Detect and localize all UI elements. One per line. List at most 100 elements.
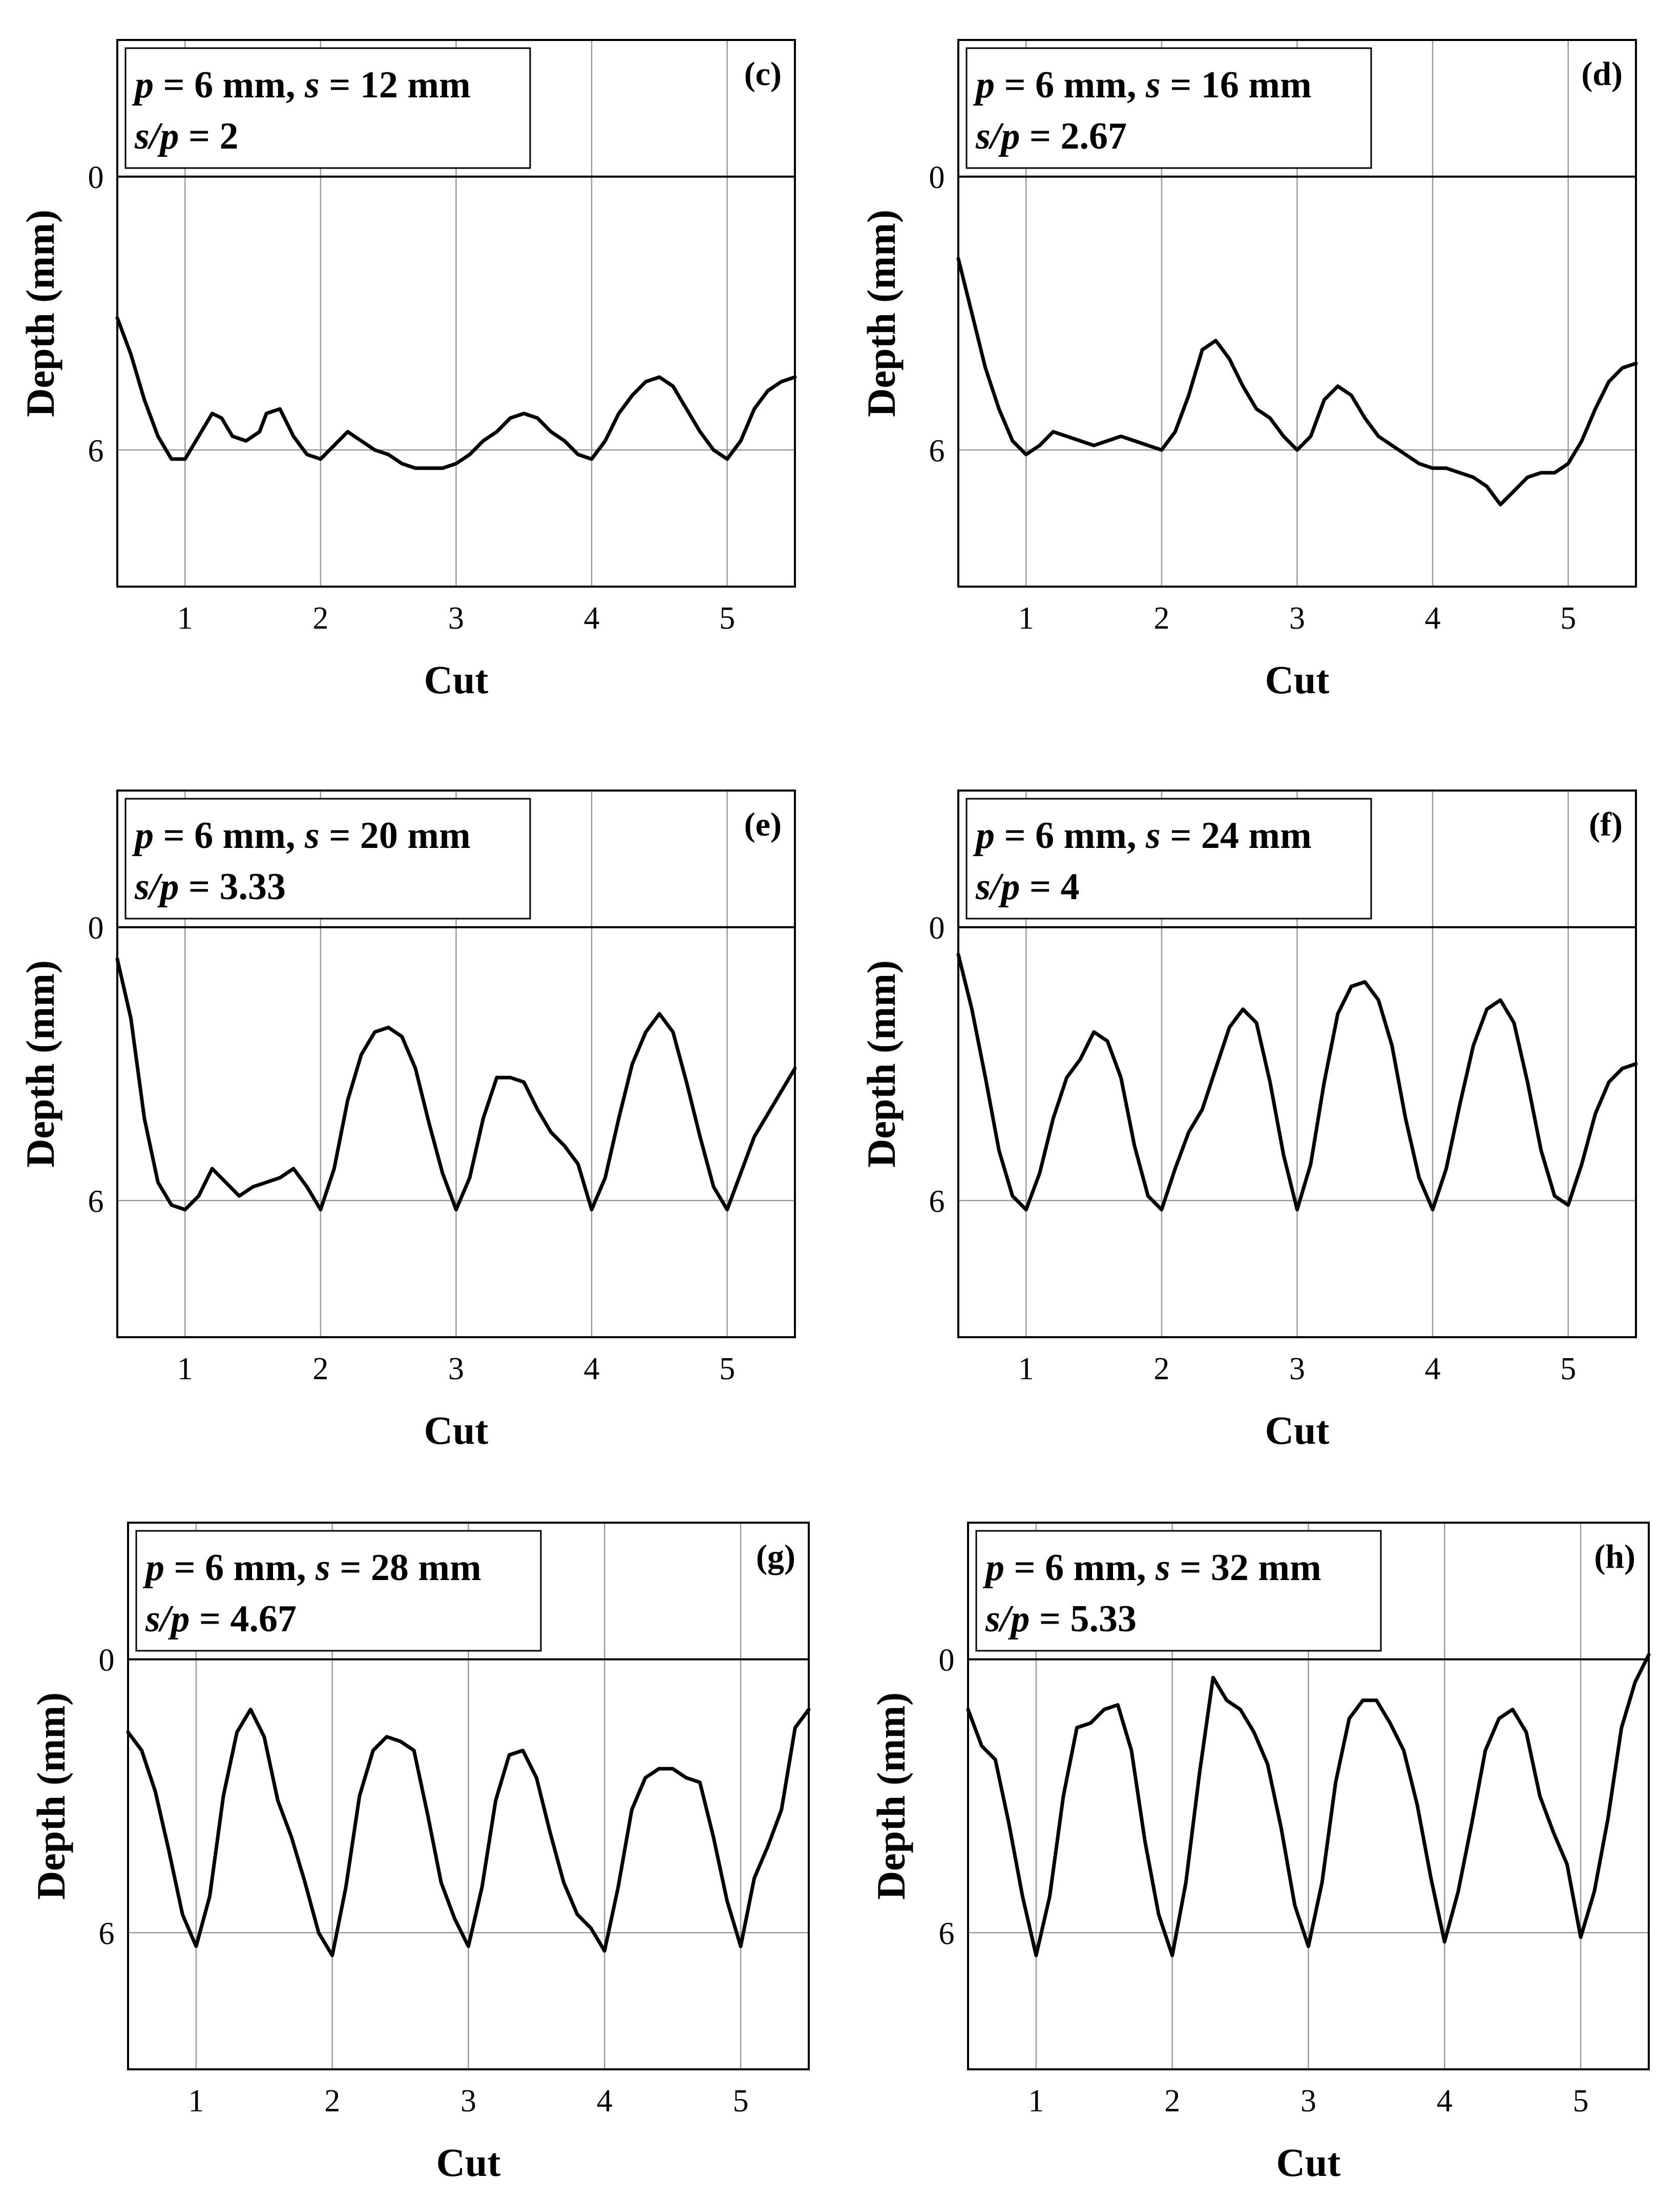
x-tick-label: 4	[1437, 2084, 1453, 2119]
y-tick-label: 0	[88, 160, 104, 195]
y-tick-label: 6	[929, 433, 945, 468]
ratio-symbol: s/p	[975, 866, 1020, 908]
pitch-symbol: p	[973, 64, 995, 106]
ratio-symbol: s/p	[134, 866, 179, 908]
x-axis-title: Cut	[1276, 2140, 1341, 2185]
spacing-value: = 20 mm	[320, 815, 471, 857]
x-tick-label: 5	[1573, 2084, 1589, 2119]
ratio-value: = 5.33	[1030, 1598, 1137, 1640]
ratio-symbol: s/p	[985, 1598, 1030, 1640]
x-tick-label: 4	[597, 2084, 613, 2119]
pitch-value: = 6 mm,	[154, 815, 305, 857]
parameter-box	[975, 1530, 1382, 1652]
y-tick-label: 6	[88, 1184, 104, 1219]
x-tick-label: 2	[324, 2084, 340, 2119]
x-tick-label: 5	[719, 601, 735, 636]
x-tick-label: 5	[733, 2084, 749, 2119]
x-tick-label: 3	[460, 2084, 476, 2119]
x-tick-label: 1	[177, 601, 193, 636]
x-tick-label: 4	[1425, 601, 1441, 636]
plot-frame	[967, 1522, 1650, 2070]
spacing-value: = 32 mm	[1170, 1547, 1321, 1589]
ratio-value: = 4	[1020, 866, 1079, 908]
spacing-value: = 24 mm	[1161, 815, 1312, 857]
pitch-symbol: p	[142, 1547, 164, 1589]
spacing-value: = 28 mm	[330, 1547, 481, 1589]
ratio-value: = 4.67	[190, 1598, 297, 1640]
parameter-box	[124, 47, 531, 169]
x-tick-label: 3	[448, 601, 464, 636]
parameter-line-2: s/p = 2.67	[975, 115, 1127, 157]
depth-profile-line	[126, 1708, 811, 1958]
x-tick-label: 4	[584, 1352, 600, 1386]
y-tick-label: 6	[88, 433, 104, 468]
depth-profile-line	[956, 952, 1638, 1212]
parameter-line-1: p = 6 mm, s = 28 mm	[142, 1547, 481, 1589]
plot-frame	[957, 790, 1637, 1338]
parameter-line-2: s/p = 2	[134, 115, 239, 157]
spacing-symbol: s	[1145, 64, 1161, 106]
depth-profile-line	[956, 257, 1638, 507]
spacing-symbol: s	[304, 815, 320, 857]
ratio-value: = 3.33	[179, 866, 286, 908]
spacing-symbol: s	[1145, 815, 1161, 857]
x-tick-label: 1	[1018, 1352, 1034, 1386]
y-tick-label: 0	[99, 1643, 115, 1678]
x-tick-label: 1	[177, 1352, 193, 1386]
x-tick-label: 1	[188, 2084, 204, 2119]
x-tick-label: 2	[1153, 1352, 1169, 1386]
pitch-value: = 6 mm,	[164, 1547, 316, 1589]
x-tick-label: 2	[1153, 601, 1169, 636]
x-tick-label: 3	[1289, 1352, 1305, 1386]
ratio-value: = 2.67	[1020, 115, 1127, 157]
plot-frame	[957, 39, 1637, 588]
x-tick-label: 2	[312, 601, 328, 636]
x-tick-label: 2	[1164, 2084, 1180, 2119]
plot-frame	[116, 790, 796, 1338]
panel-tag: (e)	[744, 806, 782, 843]
y-axis-title: Depth (mm)	[869, 1692, 913, 1900]
panel-tag: (d)	[1581, 55, 1623, 93]
pitch-symbol: p	[132, 815, 154, 857]
x-tick-label: 2	[312, 1352, 328, 1386]
x-axis-title: Cut	[436, 2140, 501, 2185]
y-axis-title: Depth (mm)	[859, 960, 904, 1168]
parameter-line-2: s/p = 5.33	[985, 1598, 1137, 1640]
parameter-box	[965, 798, 1372, 920]
spacing-symbol: s	[315, 1547, 330, 1589]
x-axis-title: Cut	[1265, 657, 1330, 702]
x-tick-label: 3	[1300, 2084, 1316, 2119]
parameter-line-1: p = 6 mm, s = 32 mm	[982, 1547, 1321, 1589]
x-tick-label: 1	[1028, 2084, 1044, 2119]
y-tick-label: 0	[929, 911, 945, 946]
y-tick-label: 6	[939, 1916, 955, 1951]
spacing-value: = 12 mm	[320, 64, 471, 106]
parameter-box	[124, 798, 531, 920]
x-tick-label: 3	[1289, 601, 1305, 636]
x-axis-title: Cut	[424, 1408, 489, 1452]
x-axis-title: Cut	[424, 657, 489, 702]
panel-tag: (h)	[1594, 1538, 1635, 1575]
pitch-symbol: p	[973, 815, 995, 857]
panel-tag: (f)	[1589, 806, 1623, 843]
pitch-value: = 6 mm,	[154, 64, 305, 106]
y-tick-label: 6	[929, 1184, 945, 1219]
ratio-value: = 2	[179, 115, 238, 157]
parameter-line-1: p = 6 mm, s = 12 mm	[132, 64, 471, 106]
parameter-line-2: s/p = 4	[975, 866, 1080, 908]
parameter-line-1: p = 6 mm, s = 24 mm	[973, 815, 1312, 857]
x-tick-label: 5	[1560, 601, 1576, 636]
x-tick-label: 3	[448, 1352, 464, 1386]
panel-tag: (c)	[744, 55, 782, 93]
x-tick-label: 4	[1425, 1352, 1441, 1386]
pitch-symbol: p	[132, 64, 154, 106]
depth-profile-line	[966, 1653, 1651, 1958]
depth-profile-line	[115, 957, 797, 1212]
plot-frame	[127, 1522, 810, 2070]
spacing-symbol: s	[304, 64, 320, 106]
